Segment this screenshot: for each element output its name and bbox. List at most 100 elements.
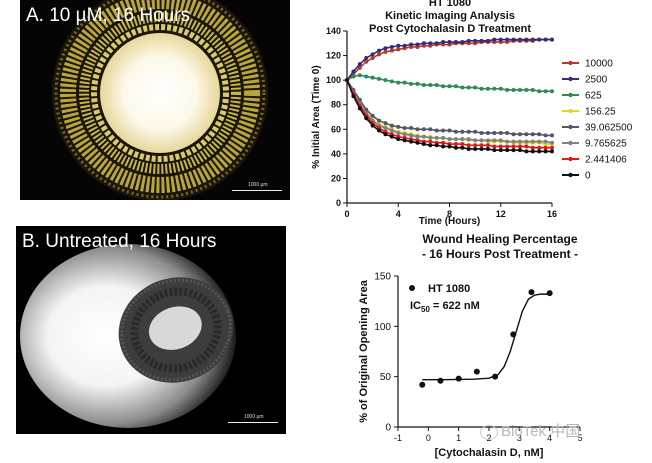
data-point [485, 143, 490, 148]
data-point [453, 145, 458, 150]
data-point [453, 40, 458, 45]
data-point [409, 139, 414, 144]
data-point [511, 144, 516, 149]
data-point [505, 139, 510, 144]
data-point [524, 132, 529, 137]
data-point [434, 128, 439, 133]
data-point [473, 143, 478, 148]
data-point [447, 144, 452, 149]
data-point [498, 86, 503, 91]
data-point [428, 83, 433, 88]
data-point [530, 87, 535, 92]
data-point [389, 128, 394, 133]
data-point [524, 37, 529, 42]
data-point [543, 37, 548, 42]
scale-bar [228, 422, 278, 423]
scale-bar-label: 1000 µm [248, 182, 268, 188]
legend-marker [568, 172, 573, 178]
data-point [485, 38, 490, 43]
legend-label: 39.062500 [585, 123, 633, 134]
watermark: BioTek 中国 [480, 420, 580, 441]
data-point [505, 37, 510, 42]
data-point [357, 73, 362, 78]
data-point [517, 148, 522, 153]
data-point [415, 134, 420, 139]
data-point [370, 75, 375, 80]
data-point [505, 87, 510, 92]
data-point [447, 84, 452, 89]
data-point [441, 144, 446, 149]
data-point [550, 140, 554, 145]
x-axis-label: Time (Hours) [419, 216, 481, 227]
data-point [383, 121, 388, 126]
legend-label: 9.765625 [585, 139, 627, 150]
data-point [415, 127, 420, 132]
data-point [550, 89, 554, 94]
data-point [466, 137, 471, 142]
data-point [466, 143, 471, 148]
data-point [428, 139, 433, 144]
chart-title: - 16 Hours Post Treatment - [422, 247, 578, 261]
data-point [357, 106, 362, 111]
data-point [389, 79, 394, 84]
data-point [473, 38, 478, 43]
data-point [498, 138, 503, 143]
data-point [370, 56, 375, 61]
data-point [546, 290, 553, 297]
data-point [524, 149, 529, 154]
data-point [447, 40, 452, 45]
data-point [383, 132, 388, 137]
data-point [383, 46, 388, 51]
x-tick-label: 3 [517, 433, 522, 443]
data-point [460, 40, 465, 45]
data-point [517, 37, 522, 42]
data-point [351, 69, 356, 74]
data-point [485, 130, 490, 135]
data-point [492, 148, 497, 153]
chart-title: Kinetic Imaging Analysis [385, 10, 515, 22]
x-axis-label: [Cytochalasin D, nM] [435, 447, 544, 459]
data-point [357, 62, 362, 67]
legend-marker [409, 285, 415, 291]
legend-marker [568, 60, 573, 66]
micrograph-panel-a: A. 10 µM, 16 Hours 1000 µm [20, 0, 290, 200]
y-tick-label: 150 [374, 272, 391, 283]
data-point [419, 381, 426, 388]
data-point [421, 83, 426, 88]
data-point [415, 81, 420, 86]
data-point [396, 137, 401, 142]
data-point [537, 149, 542, 154]
data-point [441, 84, 446, 89]
data-point [402, 132, 407, 137]
panel-b-label: B. Untreated, 16 Hours [22, 231, 217, 252]
data-point [428, 127, 433, 132]
data-point [441, 128, 446, 133]
data-point [485, 146, 490, 151]
data-point [377, 48, 382, 53]
data-point [517, 144, 522, 149]
watermark-text: BioTek 中国 [501, 423, 581, 440]
data-point [428, 143, 433, 148]
x-tick-label: 4 [396, 209, 401, 219]
data-point [434, 135, 439, 140]
data-point [377, 118, 382, 123]
data-point [473, 85, 478, 90]
data-point [441, 140, 446, 145]
legend-label: 2.441406 [585, 155, 627, 166]
data-point [492, 373, 499, 380]
legend-marker [568, 108, 573, 114]
data-point [377, 128, 382, 133]
data-point [437, 377, 444, 384]
data-point [370, 113, 375, 118]
legend-marker [568, 92, 573, 98]
data-point [530, 132, 535, 137]
scale-bar [232, 190, 282, 191]
data-point [543, 133, 548, 138]
data-point [466, 85, 471, 90]
data-point [364, 59, 369, 64]
y-tick-label: 40 [331, 149, 341, 159]
micrograph-a-image [20, 0, 290, 200]
data-point [377, 76, 382, 81]
data-point [421, 142, 426, 147]
